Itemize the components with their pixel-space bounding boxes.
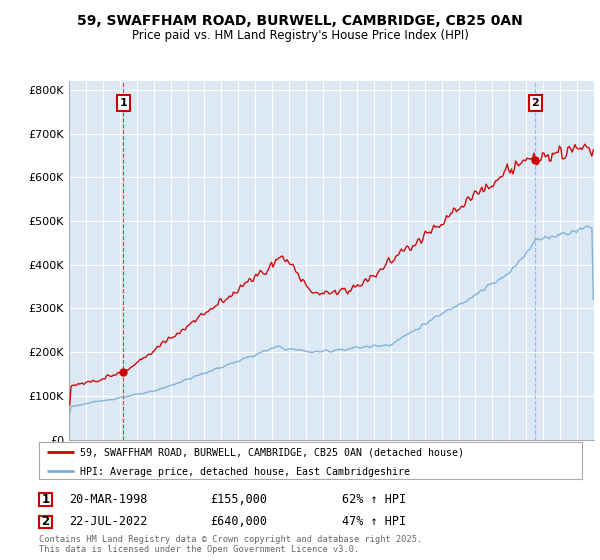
Text: 2: 2 — [532, 98, 539, 108]
Text: £640,000: £640,000 — [210, 515, 267, 529]
Text: HPI: Average price, detached house, East Cambridgeshire: HPI: Average price, detached house, East… — [80, 466, 410, 477]
Text: 20-MAR-1998: 20-MAR-1998 — [69, 493, 148, 506]
Text: 59, SWAFFHAM ROAD, BURWELL, CAMBRIDGE, CB25 0AN: 59, SWAFFHAM ROAD, BURWELL, CAMBRIDGE, C… — [77, 14, 523, 28]
Text: 59, SWAFFHAM ROAD, BURWELL, CAMBRIDGE, CB25 0AN (detached house): 59, SWAFFHAM ROAD, BURWELL, CAMBRIDGE, C… — [80, 447, 464, 457]
Text: 2: 2 — [41, 515, 50, 529]
Text: 1: 1 — [41, 493, 50, 506]
Text: 1: 1 — [119, 98, 127, 108]
Text: 62% ↑ HPI: 62% ↑ HPI — [342, 493, 406, 506]
Text: 22-JUL-2022: 22-JUL-2022 — [69, 515, 148, 529]
Text: Price paid vs. HM Land Registry's House Price Index (HPI): Price paid vs. HM Land Registry's House … — [131, 29, 469, 42]
Text: 47% ↑ HPI: 47% ↑ HPI — [342, 515, 406, 529]
Text: £155,000: £155,000 — [210, 493, 267, 506]
Text: Contains HM Land Registry data © Crown copyright and database right 2025.
This d: Contains HM Land Registry data © Crown c… — [39, 535, 422, 554]
